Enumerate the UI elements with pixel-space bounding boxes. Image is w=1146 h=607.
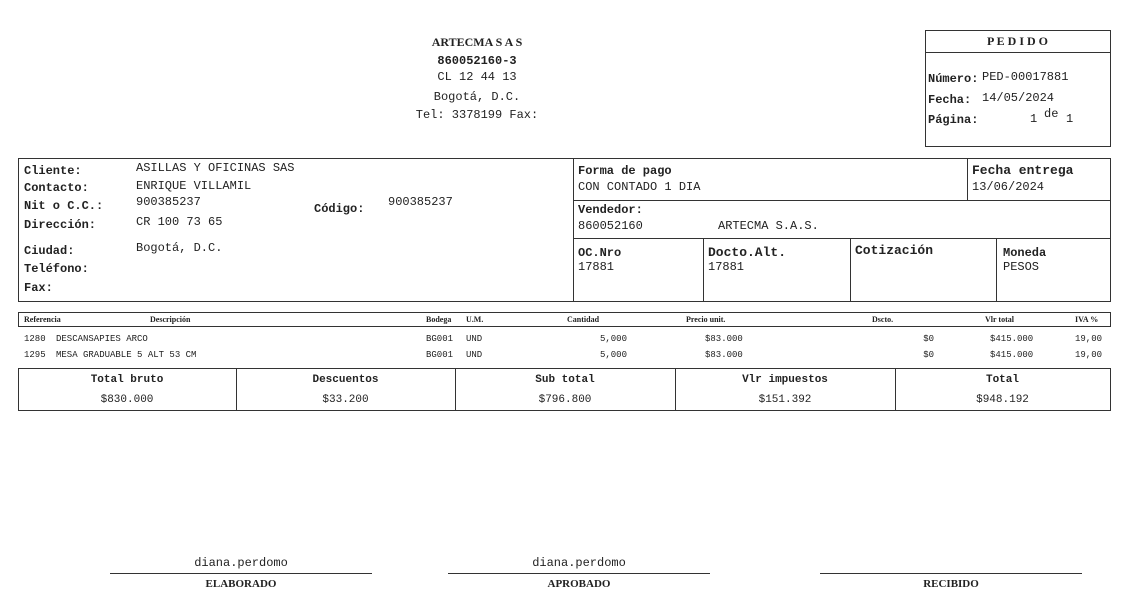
company-phone: Tel: 3378199 Fax: <box>415 108 539 122</box>
company-name: ARTECMA S A S <box>431 35 523 49</box>
company-nit: 860052160-3 <box>437 54 517 68</box>
cell: $83.000 <box>705 350 743 360</box>
total-value: $151.392 <box>758 394 812 406</box>
total-label: Vlr impuestos <box>742 374 828 386</box>
label: Fax: <box>24 281 53 295</box>
cell: UND <box>466 350 483 360</box>
label: Código: <box>314 202 365 216</box>
cell: MESA GRADUABLE 5 ALT 53 CM <box>56 350 197 360</box>
total-label: Total <box>985 374 1019 386</box>
value: ASILLAS Y OFICINAS SAS <box>136 161 295 175</box>
value: Bogotá, D.C. <box>136 241 223 255</box>
label: Docto.Alt. <box>708 245 787 260</box>
total-label: Total bruto <box>90 374 164 386</box>
label: Número: <box>928 72 979 86</box>
value: 900385237 <box>388 195 453 209</box>
page-of: de <box>1044 107 1059 121</box>
items-header-box <box>18 312 1111 327</box>
column-header: Descripción <box>150 315 191 324</box>
label: Fecha entrega <box>972 163 1074 178</box>
value: ARTECMA S.A.S. <box>718 219 819 233</box>
label: Contacto: <box>24 181 89 195</box>
label: Vendedor: <box>578 203 643 217</box>
cell: $0 <box>923 350 934 360</box>
label: Cliente: <box>24 164 82 178</box>
column-header: Bodega <box>426 315 452 324</box>
cell: UND <box>466 334 483 344</box>
total-value: $33.200 <box>322 394 369 406</box>
label: Moneda <box>1003 246 1047 260</box>
signature-role: RECIBIDO <box>923 578 979 590</box>
value: PESOS <box>1003 260 1040 274</box>
value: 860052160 <box>578 219 643 233</box>
column-header: Cantidad <box>567 315 600 324</box>
cell: 1280 <box>24 334 46 344</box>
company-address: CL 12 44 13 <box>437 70 517 84</box>
label: Página: <box>928 113 979 127</box>
client-box <box>18 158 1111 302</box>
value: CON CONTADO 1 DIA <box>578 180 701 194</box>
label: Nit o C.C.: <box>24 199 104 213</box>
value: 17881 <box>578 260 615 274</box>
order-number: PED-00017881 <box>982 70 1069 84</box>
column-header: U.M. <box>466 315 484 324</box>
column-header: Vlr total <box>985 315 1014 324</box>
total-label: Descuentos <box>312 374 379 386</box>
value: 13/06/2024 <box>972 180 1045 194</box>
signer: diana.perdomo <box>532 556 626 570</box>
column-header: Precio unit. <box>686 315 726 324</box>
cell: 19,00 <box>1075 334 1103 344</box>
signer: diana.perdomo <box>194 556 288 570</box>
label: Ciudad: <box>24 244 75 258</box>
value: CR 100 73 65 <box>136 215 223 229</box>
cell: BG001 <box>426 334 454 344</box>
label: Forma de pago <box>578 164 672 178</box>
label: OC.Nro <box>578 246 622 260</box>
value: 900385237 <box>136 195 201 209</box>
totals-box <box>18 368 1111 411</box>
cell: 5,000 <box>599 350 627 360</box>
label: Dirección: <box>24 218 97 232</box>
cell: BG001 <box>426 350 454 360</box>
cell: $415.000 <box>990 334 1034 344</box>
cell: DESCANSAPIES ARCO <box>56 334 148 344</box>
order-box <box>925 30 1111 147</box>
signature-role: ELABORADO <box>205 578 277 590</box>
cell: 19,00 <box>1075 350 1103 360</box>
page-number: 1 <box>1030 112 1038 126</box>
label: Cotización <box>855 243 934 258</box>
order-date: 14/05/2024 <box>982 91 1055 105</box>
value: ENRIQUE VILLAMIL <box>136 179 252 193</box>
label: Fecha: <box>928 93 972 107</box>
cell: $0 <box>923 334 934 344</box>
total-label: Sub total <box>535 374 595 386</box>
total-value: $830.000 <box>100 394 154 406</box>
label: Teléfono: <box>24 262 89 276</box>
cell: $415.000 <box>990 350 1034 360</box>
cell: 1295 <box>24 350 46 360</box>
cell: 5,000 <box>599 334 627 344</box>
signature-role: APROBADO <box>547 578 611 590</box>
column-header: Referencia <box>24 315 61 324</box>
total-value: $796.800 <box>538 394 592 406</box>
company-city: Bogotá, D.C. <box>433 90 521 104</box>
total-value: $948.192 <box>976 394 1029 406</box>
order-title: P E D I D O <box>986 34 1048 48</box>
column-header: IVA % <box>1075 315 1099 324</box>
value: 17881 <box>708 260 745 274</box>
cell: $83.000 <box>705 334 743 344</box>
page-total: 1 <box>1066 112 1074 126</box>
column-header: Dscto. <box>872 315 894 324</box>
